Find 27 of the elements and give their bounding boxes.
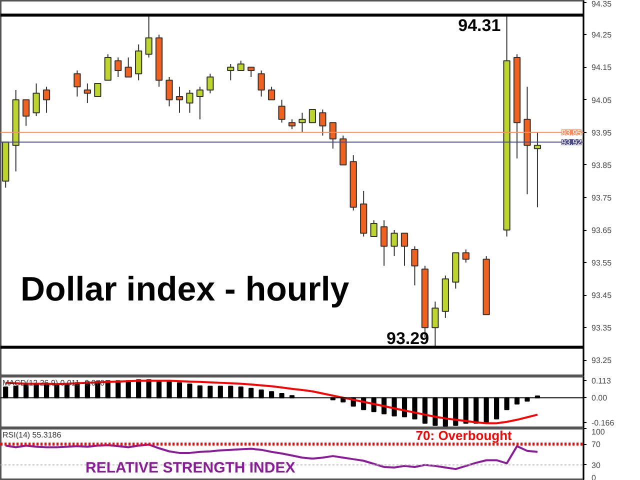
y-tick-label: 93.65 bbox=[592, 226, 612, 236]
y-tick-label: 100 bbox=[592, 428, 606, 436]
y-tick-label: 93.45 bbox=[592, 291, 612, 300]
y-tick-label: 94.15 bbox=[592, 63, 612, 72]
y-tick-label: 30 bbox=[592, 460, 601, 470]
y-tick-label: 94.35 bbox=[592, 0, 612, 8]
y-tick-label: 93.35 bbox=[592, 324, 612, 333]
y-tick-label: 93.85 bbox=[592, 160, 612, 170]
y-tick-label: 93.75 bbox=[592, 193, 612, 202]
y-tick-label: 93.95 bbox=[592, 128, 612, 138]
annotation: RELATIVE STRENGTH INDEX bbox=[86, 460, 296, 476]
y-tick-label: 94.05 bbox=[592, 96, 612, 105]
y-tick-label: 0.00 bbox=[592, 394, 608, 403]
y-tick-label: 94.25 bbox=[592, 30, 612, 40]
y-tick-label: 70 bbox=[592, 440, 601, 450]
y-tick-label: 93.55 bbox=[592, 258, 612, 268]
ref-line-label: 70: Overbought bbox=[416, 428, 513, 444]
y-tick-label: 93.25 bbox=[592, 356, 612, 366]
y-tick-label: 0.113 bbox=[592, 376, 612, 386]
text: Dollar index - hourly bbox=[20, 270, 350, 308]
y-tick-label: -0.166 bbox=[592, 418, 615, 428]
ref-line-label: 93.29 bbox=[386, 329, 430, 348]
ref-line-label: 94.31 bbox=[458, 16, 501, 36]
ref-line-label: 93.92 bbox=[561, 138, 582, 148]
ref-line-label: 93.95 bbox=[561, 128, 582, 138]
chart-title: MACD(12,26,9) 0.011 -0.070 bbox=[2, 378, 106, 388]
chart-title: RSI(14) 55.3186 bbox=[2, 430, 62, 440]
